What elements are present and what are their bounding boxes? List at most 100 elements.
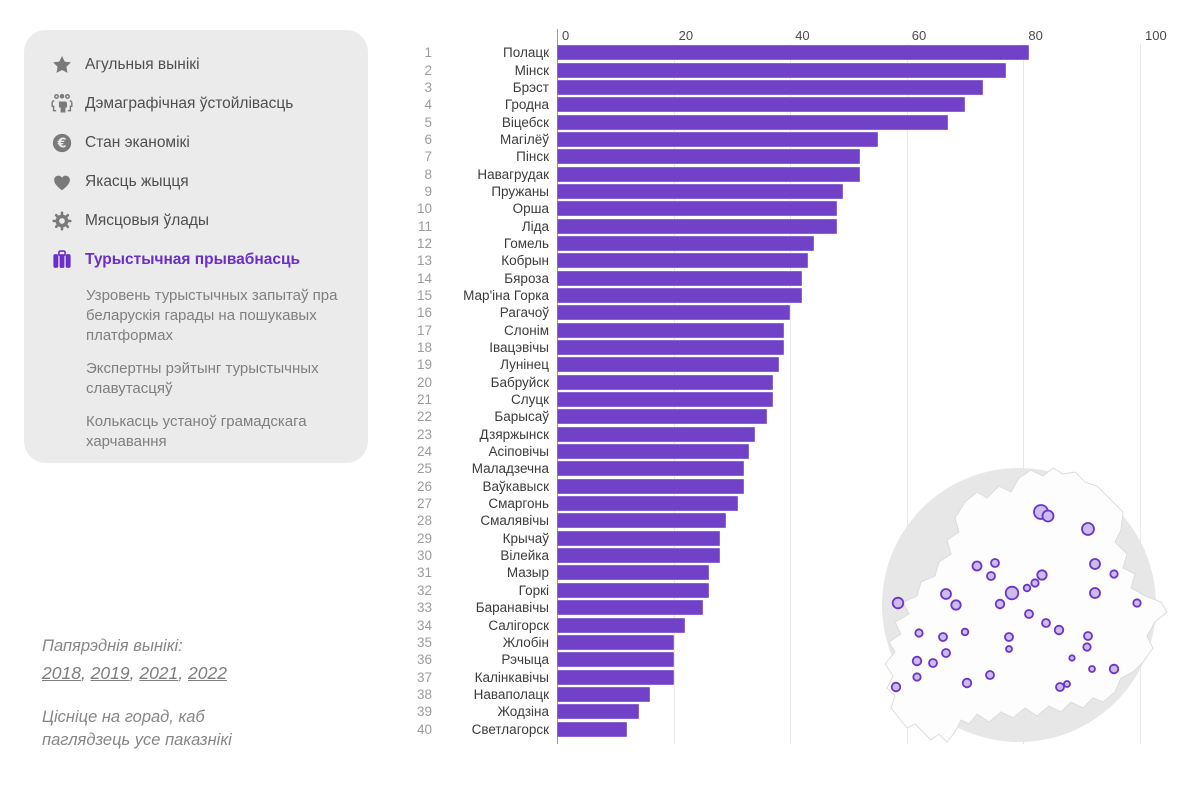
city-bubble[interactable] xyxy=(938,632,948,642)
bar[interactable] xyxy=(557,183,843,199)
table-row[interactable]: 22 Барысаў xyxy=(410,408,1180,425)
city-label[interactable]: Полацк xyxy=(503,45,549,61)
city-bubble[interactable] xyxy=(986,571,996,581)
city-label[interactable]: Пружаны xyxy=(491,183,549,199)
bar[interactable] xyxy=(557,114,948,130)
bar[interactable] xyxy=(557,496,738,512)
bar[interactable] xyxy=(557,686,651,702)
city-label[interactable]: Віцебск xyxy=(501,114,549,130)
table-row[interactable]: 9 Пружаны xyxy=(410,183,1180,200)
city-label[interactable]: Ліда xyxy=(521,218,549,234)
table-row[interactable]: 8 Навагрудак xyxy=(410,165,1180,182)
city-label[interactable]: Гродна xyxy=(504,97,549,113)
city-label[interactable]: Мар'іна Горка xyxy=(463,287,549,303)
city-label[interactable]: Мазыр xyxy=(506,565,549,581)
table-row[interactable]: 7 Пінск xyxy=(410,148,1180,165)
bar[interactable] xyxy=(557,565,709,581)
table-row[interactable]: 33 Баранавічы xyxy=(410,599,1180,616)
city-label[interactable]: Вілейка xyxy=(500,548,549,564)
city-bubble[interactable] xyxy=(891,596,905,610)
table-row[interactable]: 17 Слонім xyxy=(410,322,1180,339)
bar[interactable] xyxy=(557,305,791,321)
city-bubble[interactable] xyxy=(1089,558,1101,570)
city-label[interactable]: Івацэвічы xyxy=(489,340,549,356)
city-bubble[interactable] xyxy=(994,598,1006,610)
city-label[interactable]: Брэст xyxy=(512,79,549,95)
city-label[interactable]: Крычаў xyxy=(502,530,549,546)
bar[interactable] xyxy=(557,62,1006,78)
city-label[interactable]: Кобрын xyxy=(501,253,549,269)
city-label[interactable]: Горкі xyxy=(518,582,549,598)
city-label[interactable]: Рэчыца xyxy=(501,652,549,668)
sidebar-item-demographics[interactable]: Дэмаграфічная ўстойлівасць xyxy=(50,91,350,117)
table-row[interactable]: 36 Рэчыца xyxy=(410,651,1180,668)
city-bubble[interactable] xyxy=(961,677,973,689)
table-row[interactable]: 25 Маладзечна xyxy=(410,460,1180,477)
table-row[interactable]: 11 Ліда xyxy=(410,217,1180,234)
city-bubble[interactable] xyxy=(990,558,1000,568)
city-bubble[interactable] xyxy=(1055,682,1065,692)
bar[interactable] xyxy=(557,478,744,494)
city-bubble[interactable] xyxy=(1083,631,1093,641)
city-label[interactable]: Ваўкавыск xyxy=(482,478,549,494)
city-label[interactable]: Смалявічы xyxy=(480,513,549,529)
city-label[interactable]: Салігорск xyxy=(488,617,549,633)
city-bubble[interactable] xyxy=(1030,578,1040,588)
city-label[interactable]: Слонім xyxy=(503,322,549,338)
bar[interactable] xyxy=(557,235,814,251)
sidebar-item-local-authorities[interactable]: Мясцовыя ўлады xyxy=(50,208,350,234)
table-row[interactable]: 32 Горкі xyxy=(410,582,1180,599)
city-bubble[interactable] xyxy=(940,588,952,600)
table-row[interactable]: 12 Гомель xyxy=(410,235,1180,252)
table-row[interactable]: 19 Лунінец xyxy=(410,356,1180,373)
city-label[interactable]: Смаргонь xyxy=(488,496,549,512)
table-row[interactable]: 39 Жодзіна xyxy=(410,703,1180,720)
city-label[interactable]: Жодзіна xyxy=(497,704,549,720)
city-bubble[interactable] xyxy=(1132,598,1142,608)
table-row[interactable]: 35 Жлобін xyxy=(410,634,1180,651)
city-bubble[interactable] xyxy=(1088,665,1096,673)
city-label[interactable]: Магілёў xyxy=(500,131,549,147)
city-label[interactable]: Лунінец xyxy=(500,357,549,373)
city-bubble[interactable] xyxy=(941,648,951,658)
city-bubble[interactable] xyxy=(1068,654,1076,662)
bar[interactable] xyxy=(557,444,750,460)
city-label[interactable]: Жлобін xyxy=(502,634,549,650)
table-row[interactable]: 6 Магілёў xyxy=(410,131,1180,148)
bar[interactable] xyxy=(557,149,861,165)
table-row[interactable]: 31 Мазыр xyxy=(410,564,1180,581)
table-row[interactable]: 28 Смалявічы xyxy=(410,512,1180,529)
bar[interactable] xyxy=(557,461,744,477)
table-row[interactable]: 34 Салігорск xyxy=(410,616,1180,633)
city-label[interactable]: Светлагорск xyxy=(471,721,549,737)
bar[interactable] xyxy=(557,270,802,286)
table-row[interactable]: 18 Івацэвічы xyxy=(410,339,1180,356)
table-row[interactable]: 23 Дзяржынск xyxy=(410,426,1180,443)
bar[interactable] xyxy=(557,166,861,182)
city-bubble[interactable] xyxy=(1041,618,1051,628)
city-label[interactable]: Калінкавічы xyxy=(474,669,549,685)
bar[interactable] xyxy=(557,392,773,408)
city-bubble[interactable] xyxy=(1022,583,1032,593)
bar[interactable] xyxy=(557,340,785,356)
sidebar-item-economy[interactable]: € Стан эканомікі xyxy=(50,130,350,156)
city-label[interactable]: Бабруйск xyxy=(490,374,549,390)
bar[interactable] xyxy=(557,201,837,217)
table-row[interactable]: 13 Кобрын xyxy=(410,252,1180,269)
table-row[interactable]: 1 Полацк xyxy=(410,44,1180,61)
year-link-2019[interactable]: 2019 xyxy=(90,663,130,683)
year-link-2022[interactable]: 2022 xyxy=(188,663,227,683)
city-bubble[interactable] xyxy=(1109,569,1119,579)
city-bubble[interactable] xyxy=(890,681,902,693)
table-row[interactable]: 14 Бяроза xyxy=(410,269,1180,286)
bar[interactable] xyxy=(557,253,808,269)
city-label[interactable]: Навагрудак xyxy=(477,166,549,182)
table-row[interactable]: 26 Ваўкавыск xyxy=(410,478,1180,495)
city-label[interactable]: Пінск xyxy=(516,149,549,165)
table-row[interactable]: 4 Гродна xyxy=(410,96,1180,113)
table-row[interactable]: 10 Орша xyxy=(410,200,1180,217)
bar[interactable] xyxy=(557,513,727,529)
city-bubble[interactable] xyxy=(985,670,995,680)
city-bubble[interactable] xyxy=(1036,569,1048,581)
city-bubble[interactable] xyxy=(1004,585,1020,601)
